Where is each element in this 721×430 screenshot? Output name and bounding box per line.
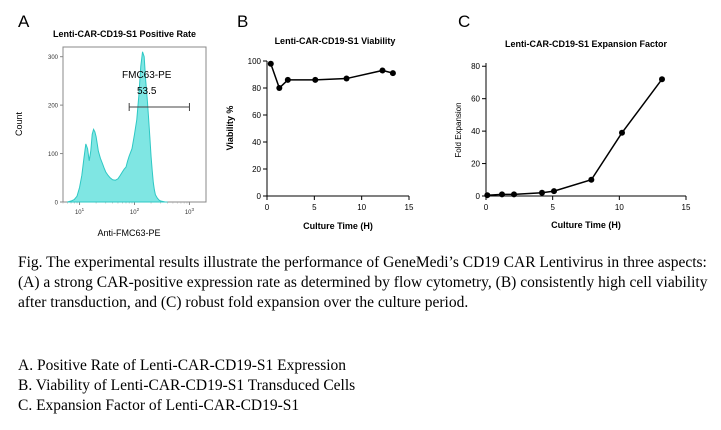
expansion-ytick-label: 20 [471, 160, 480, 169]
panel-a-xtick-label: 103 [185, 207, 195, 216]
viability-data-point [379, 67, 386, 74]
panel-a-xlabel: Anti-FMC63-PE [97, 228, 160, 238]
expansion-data-point [588, 176, 595, 183]
expansion-data-point [619, 129, 625, 136]
viability-ytick-label: 20 [252, 165, 261, 174]
panel-letter-c: C [458, 12, 470, 31]
positive-rate-histogram [67, 51, 168, 203]
viability-xtick-label: 5 [312, 203, 317, 212]
viability-ytick-label: 0 [257, 192, 262, 201]
legend-item-b: B. Viability of Lenti-CAR-CD19-S1 Transd… [18, 377, 356, 394]
expansion-data-point [484, 192, 491, 199]
viability-data-point [389, 70, 396, 77]
legend-item-a: A. Positive Rate of Lenti-CAR-CD19-S1 Ex… [18, 357, 347, 374]
viability-ytick-label: 60 [252, 111, 261, 120]
panel-a-xtick-label: 102 [130, 207, 140, 216]
legend-item-c: C. Expansion Factor of Lenti-CAR-CD19-S1 [18, 397, 300, 414]
expansion-data-point [551, 188, 557, 195]
panel-a-xtick-label: 101 [75, 207, 85, 216]
viability-ytick-label: 80 [252, 84, 261, 93]
panel-c-title: Lenti-CAR-CD19-S1 Expansion Factor [505, 39, 668, 49]
viability-xtick-label: 0 [265, 203, 270, 212]
panel-c-xlabel: Culture Time (H) [551, 220, 621, 230]
panel-letter-b: B [237, 12, 248, 31]
viability-xtick-label: 15 [405, 203, 414, 212]
panel-c-ylabel: Fold Expansion [454, 102, 463, 157]
panel-legend-list: A. Positive Rate of Lenti-CAR-CD19-S1 Ex… [18, 356, 708, 416]
panel-b-xlabel: Culture Time (H) [303, 221, 373, 231]
expansion-ytick-label: 40 [471, 127, 480, 136]
expansion-xtick-label: 10 [615, 203, 624, 212]
expansion-series-line [487, 78, 663, 196]
viability-ytick-label: 40 [252, 138, 261, 147]
gate-percentage: 53.5 [137, 86, 157, 97]
viability-series-line [270, 63, 394, 90]
panel-b: Lenti-CAR-CD19-S1 Viability 020406080100… [225, 36, 414, 231]
panel-c: Lenti-CAR-CD19-S1 Expansion Factor 0 20 40… [454, 39, 691, 230]
viability-data-point [312, 76, 319, 83]
expansion-data-point [539, 189, 545, 196]
panel-a: Lenti-CAR-CD19-S1 Positive Rate 0 100 200 3… [14, 29, 207, 238]
panel-a-title: Lenti-CAR-CD19-S1 Positive Rate [53, 29, 196, 39]
figure-caption: Fig. The experimental results illustrate… [18, 254, 708, 311]
panel-letter-a: A [18, 12, 30, 31]
expansion-data-point [659, 76, 665, 83]
expansion-xtick-label: 0 [484, 203, 489, 212]
expansion-ytick-label: 60 [471, 95, 480, 104]
expansion-data-point [511, 191, 517, 198]
panel-a-ytick-label: 100 [48, 152, 59, 158]
viability-data-point [284, 76, 291, 83]
panel-b-ylabel: Viability % [225, 106, 235, 151]
viability-data-point [343, 75, 350, 82]
expansion-ytick-label: 80 [471, 62, 480, 71]
expansion-xtick-label: 15 [682, 203, 691, 212]
figure-panels: A B C Lenti-CAR-CD19-S1 Positive Rate 0 1… [14, 12, 691, 238]
viability-xtick-label: 10 [357, 203, 366, 212]
expansion-xtick-label: 5 [550, 203, 555, 212]
gate-label: FMC63-PE [122, 70, 172, 81]
viability-ytick-label: 100 [248, 57, 262, 66]
panel-b-title: Lenti-CAR-CD19-S1 Viability [275, 36, 396, 46]
panel-a-ylabel: Count [14, 112, 24, 137]
panel-a-ytick-label: 0 [55, 201, 59, 207]
expansion-ytick-label: 0 [476, 192, 481, 201]
viability-data-point [267, 60, 274, 67]
panel-a-ytick-label: 300 [48, 55, 59, 61]
viability-data-point [276, 85, 283, 91]
panel-a-ytick-label: 200 [48, 104, 59, 110]
expansion-data-point [499, 191, 505, 198]
